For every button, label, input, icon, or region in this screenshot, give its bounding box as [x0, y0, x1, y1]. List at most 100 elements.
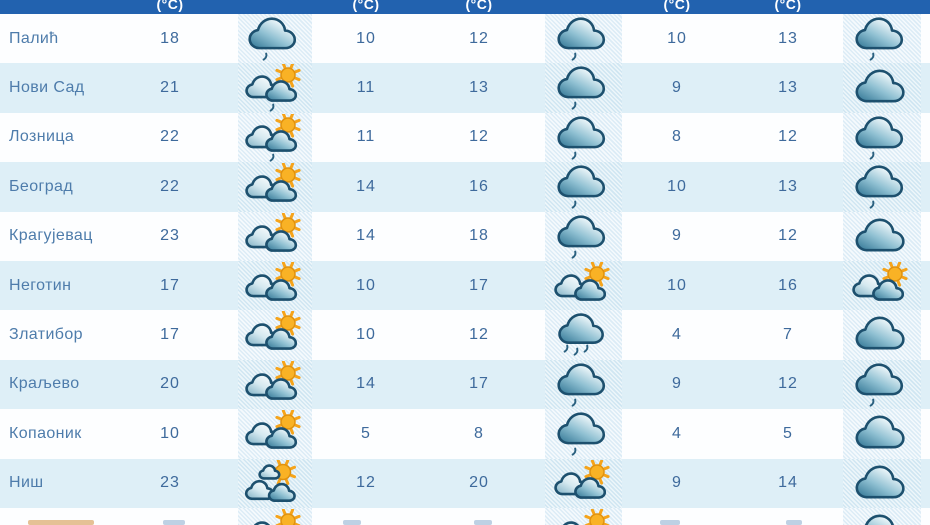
weather-icon-cloud-rain — [557, 313, 604, 356]
temp-value: 13 — [778, 79, 798, 97]
temp-value: 21 — [160, 79, 180, 97]
weather-icon-cloud — [855, 316, 905, 350]
city-name[interactable]: Палић — [9, 29, 59, 47]
weather-icon-sun-clouds — [245, 212, 301, 252]
temp-value: 17 — [469, 276, 489, 294]
clipped-text-hint — [343, 520, 361, 525]
temp-value: 9 — [672, 227, 682, 245]
weather-icon-cloud — [864, 514, 894, 525]
weather-icon-cloud-drizzle — [556, 17, 605, 61]
temp-value: 16 — [469, 177, 489, 195]
weather-icon-sun-clouds — [553, 262, 610, 301]
table-row: Ниш 23 12 20 9 14 — [0, 458, 930, 508]
weather-icon-cloud-drizzle — [855, 116, 904, 160]
weather-icon-sun-clouds — [245, 311, 301, 351]
temp-value: 23 — [160, 474, 180, 492]
table-header: (°C) (°C) (°C) (°C) (°C) — [0, 0, 930, 14]
table-row: Палић 18 10 12 10 13 — [0, 14, 930, 64]
temp-value: 13 — [469, 79, 489, 97]
unit-label: (°C) — [352, 0, 380, 12]
icon-cell — [843, 112, 921, 163]
weather-icon-cloud-drizzle — [855, 17, 904, 61]
temp-value: 10 — [356, 29, 376, 47]
weather-icon-cloud-drizzle — [556, 214, 605, 259]
icon-cell — [843, 211, 921, 261]
temp-value: 12 — [778, 375, 798, 393]
temp-value: 5 — [783, 424, 793, 442]
icon-cell — [843, 261, 921, 311]
temp-value: 17 — [160, 276, 180, 294]
icon-cell — [238, 359, 312, 410]
city-name[interactable]: Краљево — [9, 375, 80, 393]
icon-cell — [238, 112, 312, 163]
weather-icon-cloud-drizzle — [556, 412, 605, 456]
temp-value: 10 — [667, 29, 687, 47]
temp-value: 14 — [778, 474, 798, 492]
icon-cell — [238, 63, 312, 113]
temp-value: 7 — [783, 326, 793, 344]
temp-value: 10 — [356, 326, 376, 344]
temp-value: 4 — [672, 424, 682, 442]
icon-cell — [545, 112, 622, 163]
weather-icon-cloud-drizzle — [556, 116, 605, 160]
icon-cell — [545, 409, 622, 459]
temp-value: 4 — [672, 326, 682, 344]
temp-value: 12 — [469, 128, 489, 146]
table-row: Нови Сад 21 11 13 9 13 — [0, 63, 930, 113]
icon-cell — [545, 359, 622, 410]
temp-value: 20 — [469, 474, 489, 492]
table-row: Београд 22 14 16 10 13 — [0, 162, 930, 212]
icon-cell — [843, 409, 921, 459]
weather-icon-cloud-drizzle — [855, 165, 904, 209]
city-name[interactable]: Крагујевац — [9, 227, 93, 245]
icon-cell — [238, 409, 312, 459]
unit-label: (°C) — [663, 0, 691, 12]
city-name[interactable]: Неготин — [9, 276, 72, 294]
weather-icon-sun-clouds — [253, 509, 301, 525]
weather-icon-cloud-drizzle — [556, 165, 605, 209]
weather-icon-cloud-drizzle — [855, 363, 904, 407]
temp-value: 12 — [469, 29, 489, 47]
weather-icon-sun-clouds — [245, 410, 301, 450]
temp-value: 10 — [667, 177, 687, 195]
table-row-partial — [0, 508, 930, 525]
weather-icon-sun-clouds — [245, 360, 301, 400]
icon-cell — [238, 14, 312, 64]
icon-cell — [238, 458, 312, 508]
unit-label: (°C) — [156, 0, 184, 12]
temp-value: 22 — [160, 128, 180, 146]
weather-icon-sun-clouds — [562, 509, 610, 525]
icon-cell — [545, 14, 622, 64]
unit-label: (°C) — [774, 0, 802, 12]
temp-value: 20 — [160, 375, 180, 393]
city-name[interactable]: Лозница — [9, 128, 75, 146]
temp-value: 22 — [160, 177, 180, 195]
temp-value: 5 — [361, 424, 371, 442]
table-row: Краљево 20 14 17 9 12 — [0, 359, 930, 410]
temp-value: 12 — [778, 128, 798, 146]
table-row: Копаоник 10 5 8 4 5 — [0, 409, 930, 459]
weather-icon-cloud — [855, 218, 905, 252]
weather-icon-cloud-drizzle — [248, 17, 297, 61]
clipped-text-hint — [163, 520, 185, 525]
city-name[interactable]: Нови Сад — [9, 79, 85, 97]
icon-cell — [545, 261, 622, 311]
clipped-text-hint — [28, 520, 94, 525]
weather-icon-cloud-drizzle — [556, 363, 605, 407]
clipped-text-hint — [786, 520, 802, 525]
city-name[interactable]: Београд — [9, 177, 74, 195]
city-name[interactable]: Ниш — [9, 474, 44, 492]
icon-cell — [238, 261, 312, 311]
icon-cell — [545, 63, 622, 113]
temp-value: 10 — [667, 276, 687, 294]
icon-cell — [843, 508, 921, 525]
city-name[interactable]: Копаоник — [9, 424, 82, 442]
temp-value: 18 — [469, 227, 489, 245]
icon-cell — [238, 211, 312, 261]
temp-value: 12 — [356, 474, 376, 492]
temp-value: 11 — [356, 128, 376, 146]
temp-value: 11 — [356, 79, 376, 97]
weather-icon-sun-clouds-drizzle — [245, 64, 301, 112]
city-name[interactable]: Златибор — [9, 326, 83, 344]
clipped-text-hint — [474, 520, 492, 525]
